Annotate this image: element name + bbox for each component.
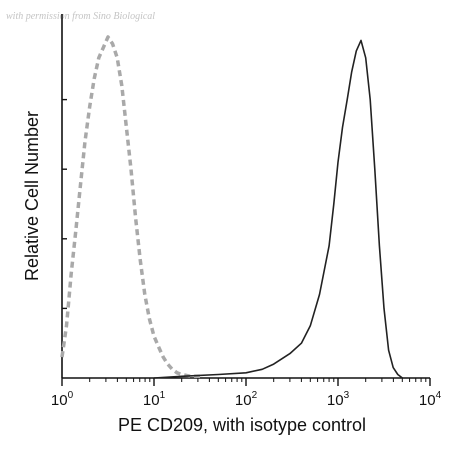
x-axis-ticks	[61, 378, 431, 386]
series-line-1	[60, 35, 200, 379]
x-axis-tick-labels: 100 101 102 103 104	[51, 390, 442, 409]
x-axis-title: PE CD209, with isotype control	[118, 415, 366, 435]
x-tick-label-4: 104	[419, 390, 442, 409]
x-tick-label-1: 101	[143, 390, 166, 409]
y-axis-title: Relative Cell Number	[22, 111, 42, 281]
x-tick-label-0: 100	[51, 390, 74, 409]
y-axis-ticks	[62, 98, 67, 310]
series-line-2	[153, 39, 403, 379]
series-layer	[60, 35, 403, 379]
x-tick-label-3: 103	[327, 390, 350, 409]
x-tick-label-2: 102	[235, 390, 258, 409]
plot-frame	[61, 14, 430, 379]
watermark-text: with permission from Sino Biological	[6, 11, 155, 22]
